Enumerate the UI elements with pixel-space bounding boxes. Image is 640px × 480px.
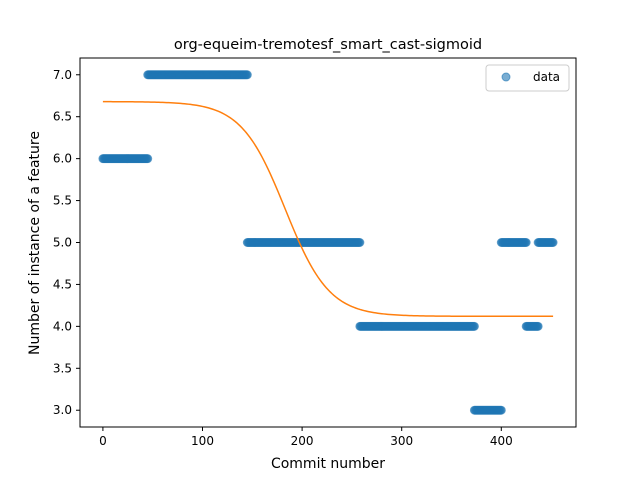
y-tick-label: 6.5 [53, 110, 72, 124]
plot-area [80, 58, 576, 427]
x-tick-label: 200 [291, 434, 314, 448]
x-tick-label: 300 [390, 434, 413, 448]
sigmoid-fit-line [102, 100, 554, 318]
data-point [548, 238, 558, 247]
data-point [143, 154, 153, 164]
x-tick-label: 100 [191, 434, 214, 448]
fit-line-layer [102, 100, 554, 318]
chart-title: org-equeim-tremotesf_smart_cast-sigmoid [174, 37, 482, 53]
x-axis-label: Commit number [271, 456, 385, 472]
y-tick-label: 3.5 [53, 361, 72, 375]
data-points-layer [98, 70, 558, 415]
y-tick-label: 5.0 [53, 236, 72, 250]
x-axis-ticks: 0 100 200 300 400 [99, 427, 513, 448]
data-point [521, 238, 531, 247]
data-point [242, 70, 252, 80]
y-tick-label: 5.5 [53, 194, 72, 208]
data-point [533, 321, 543, 331]
x-tick-label: 0 [99, 434, 107, 448]
legend-box [485, 64, 570, 92]
y-tick-label: 3.0 [53, 403, 72, 417]
legend-marker-data [501, 72, 511, 82]
data-point [496, 405, 506, 415]
legend-entry-data: data [533, 70, 560, 84]
y-axis-label: Number of instance of a feature [27, 131, 43, 355]
y-axis-ticks: 3.0 3.5 4.0 4.5 5.0 5.5 6.0 6.5 7.0 [53, 68, 80, 417]
legend: data [485, 64, 570, 92]
x-tick-label: 400 [490, 434, 513, 448]
y-tick-label: 7.0 [53, 68, 72, 82]
y-tick-label: 4.5 [53, 277, 72, 291]
data-point [469, 321, 479, 331]
y-tick-label: 4.0 [53, 319, 72, 333]
y-tick-label: 6.0 [53, 152, 72, 166]
data-point [355, 238, 365, 247]
